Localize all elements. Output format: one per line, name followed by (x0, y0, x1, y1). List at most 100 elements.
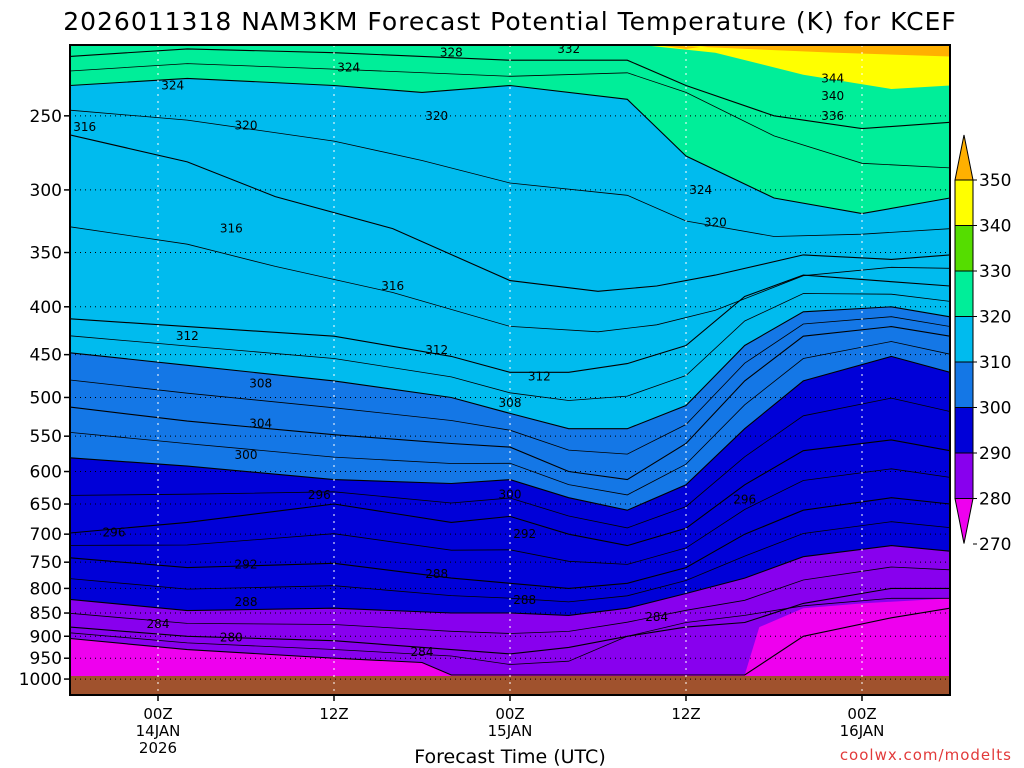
colorbar-label: 290 (979, 444, 1011, 464)
colorbar-swatch (954, 316, 974, 363)
contour-theta_288 (70, 545, 950, 616)
contour-label: 340 (821, 89, 844, 103)
contour-label: 312 (528, 370, 551, 384)
contour-mid-theta_296 (70, 468, 950, 565)
contour-mid-theta_292 (70, 521, 950, 603)
contour-mid-theta_288 (70, 566, 950, 634)
plot-area (70, 45, 950, 695)
contour-label: 324 (337, 61, 360, 75)
contour-theta_280 (70, 607, 950, 676)
y-tick-label: 700 (30, 525, 62, 545)
contour-label: 320 (704, 215, 727, 229)
contour-theta_304 (70, 326, 950, 481)
contour-label: 292 (513, 527, 536, 541)
colorbar-label: 300 (979, 399, 1011, 419)
contour-label: 324 (689, 183, 712, 197)
x-tick-label: 12Z (671, 705, 700, 723)
colorbar-label: 330 (979, 262, 1011, 282)
contour-label: 280 (220, 631, 243, 645)
contour-label: 288 (513, 593, 536, 607)
y-tick-label: 850 (30, 604, 62, 624)
contour-theta_316 (70, 134, 950, 292)
contour-label: 316 (220, 222, 243, 236)
contour-mid-theta_312 (70, 293, 950, 401)
y-tick-label: 450 (30, 346, 62, 366)
y-tick-label: 1000 (19, 670, 62, 690)
contour-label: 292 (235, 557, 258, 571)
contour-label: 320 (425, 109, 448, 123)
contour-label: 284 (645, 610, 668, 624)
contour-mid-theta_316 (70, 226, 950, 333)
contour-label: 284 (147, 617, 170, 631)
contour-label: 308 (499, 396, 522, 410)
contour-label: 332 (557, 42, 580, 56)
contour-label: 320 (235, 119, 258, 133)
chart-title: 2026011318 NAM3KM Forecast Potential Tem… (63, 7, 957, 36)
x-tick-label: 14JAN (136, 722, 181, 740)
x-tick-label: 15JAN (488, 722, 533, 740)
contour-theta_320 (70, 77, 950, 215)
contour-label: 304 (249, 416, 272, 430)
contour-theta_312 (70, 274, 950, 373)
contour-label: 284 (411, 645, 434, 659)
contour-label: 288 (235, 595, 258, 609)
x-axis-label: Forecast Time (UTC) (414, 746, 605, 768)
terrain-ground (70, 676, 950, 695)
colorbar-swatch (954, 407, 974, 454)
contour-theta_296 (70, 439, 950, 547)
colorbar-label: 280 (979, 490, 1011, 510)
y-tick-label: 400 (30, 298, 62, 318)
contour-label: 296 (733, 493, 756, 507)
colorbar-top-arrow (954, 134, 974, 181)
x-tick-label: 00Z (143, 705, 172, 723)
y-tick-label: 600 (30, 463, 62, 483)
temperature-bands (70, 45, 950, 695)
contour-label: 316 (381, 279, 404, 293)
contour-label: 316 (73, 120, 96, 134)
y-tick-label: 350 (30, 244, 62, 264)
contour-label: 296 (103, 525, 126, 539)
contour-mid-theta_304 (70, 341, 950, 496)
contour-label: 344 (821, 71, 844, 85)
colorbar-label: 270 (979, 535, 1011, 555)
band-above-340 (642, 45, 950, 89)
contour-labels: 324 324 328 332 320 320 316 344 340 336 324 320 316 3… (73, 42, 844, 659)
colorbar-swatch (954, 270, 974, 317)
colorbar-label: 350 (979, 171, 1011, 191)
contour-mid-theta_320 (70, 109, 950, 237)
y-tick-label: 750 (30, 553, 62, 573)
contour-theta_292 (70, 497, 950, 589)
y-tick-label: 900 (30, 627, 62, 647)
band-below-280 (70, 608, 950, 695)
credit-text: coolwx.com/modelts (840, 746, 1012, 764)
x-tick-label: 00Z (495, 705, 524, 723)
y-tick-label: 550 (30, 427, 62, 447)
band-below-270 (744, 598, 950, 675)
contour-mid-theta_324 (70, 63, 950, 169)
contour-label: 324 (161, 79, 184, 93)
contour-mid-theta_308 (70, 316, 950, 455)
colorbar-bottom-arrow (954, 498, 974, 544)
colorbar-swatch (954, 361, 974, 408)
colorbar-label: 310 (979, 353, 1011, 373)
gridlines (70, 45, 950, 695)
y-tick-label: 650 (30, 495, 62, 515)
contour-label: 312 (425, 343, 448, 357)
contour-mid-theta_284 (70, 597, 950, 665)
colorbar-label: 320 (979, 308, 1011, 328)
colorbar-swatch (954, 179, 974, 226)
contour-label: 312 (176, 329, 199, 343)
contour-label: 288 (425, 567, 448, 581)
colorbar: 350 340 330 320 310 300 290 280 270 (954, 134, 1011, 555)
colorbar-label: 340 (979, 217, 1011, 237)
contour-label: 336 (821, 109, 844, 123)
y-tick-label: 950 (30, 649, 62, 669)
contour-mid-theta_300 (70, 397, 950, 529)
y-tick-label: 250 (30, 107, 62, 127)
y-tick-label: 300 (30, 181, 62, 201)
contour-label: 308 (249, 376, 272, 390)
contour-theta_324 (70, 48, 950, 130)
x-tick-label: 12Z (319, 705, 348, 723)
y-tick-label: 800 (30, 579, 62, 599)
